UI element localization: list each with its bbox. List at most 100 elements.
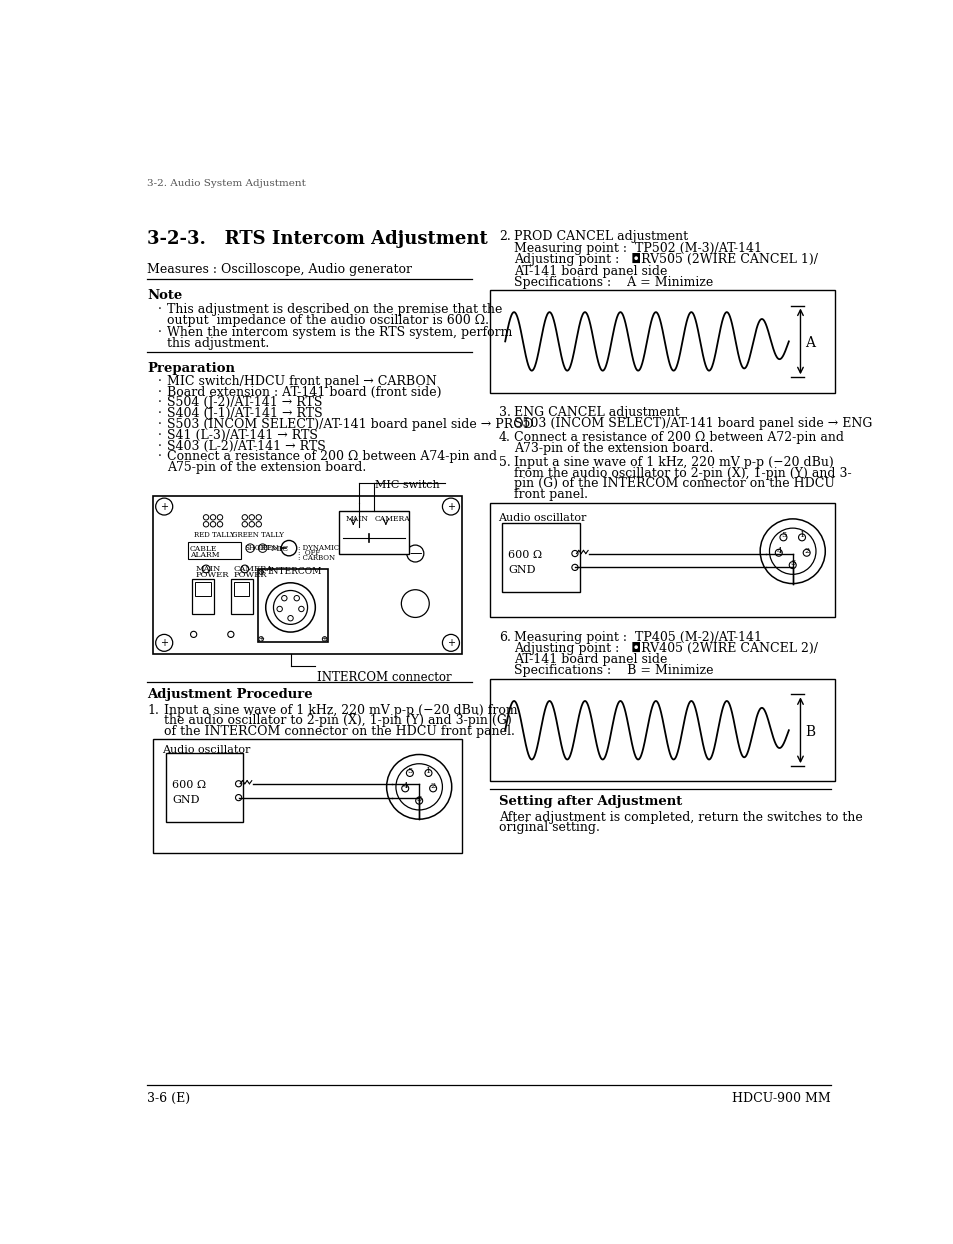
Circle shape bbox=[202, 565, 210, 572]
Circle shape bbox=[203, 515, 209, 520]
Circle shape bbox=[276, 606, 282, 612]
Text: Adjusting point :   ◘RV405 (2WIRE CANCEL 2)/: Adjusting point : ◘RV405 (2WIRE CANCEL 2… bbox=[514, 642, 818, 656]
Circle shape bbox=[235, 795, 241, 801]
Text: 3-2-3.   RTS Intercom Adjustment: 3-2-3. RTS Intercom Adjustment bbox=[147, 230, 487, 248]
Text: 4: 4 bbox=[776, 546, 781, 555]
Text: 3-6 (E): 3-6 (E) bbox=[147, 1092, 190, 1105]
Text: When the intercom system is the RTS system, perform: When the intercom system is the RTS syst… bbox=[167, 326, 512, 340]
Circle shape bbox=[217, 515, 222, 520]
Text: Board extension : AT-141 board (front side): Board extension : AT-141 board (front si… bbox=[167, 386, 441, 398]
Circle shape bbox=[242, 521, 247, 527]
Text: POWER: POWER bbox=[233, 571, 267, 580]
Text: A: A bbox=[804, 336, 814, 351]
Text: MIC: MIC bbox=[270, 545, 289, 554]
Circle shape bbox=[274, 591, 307, 624]
Text: GND: GND bbox=[508, 565, 536, 575]
Text: CABLE: CABLE bbox=[190, 545, 217, 554]
Text: output  impedance of the audio oscillator is 600 Ω.: output impedance of the audio oscillator… bbox=[167, 313, 489, 327]
Text: MAIN: MAIN bbox=[195, 565, 220, 573]
Circle shape bbox=[249, 515, 254, 520]
Circle shape bbox=[401, 785, 408, 792]
Text: Preparation: Preparation bbox=[147, 362, 234, 374]
Text: S503 (INCOM SELECT)/AT-141 board panel side → PROD: S503 (INCOM SELECT)/AT-141 board panel s… bbox=[167, 418, 534, 430]
Circle shape bbox=[294, 596, 299, 601]
Circle shape bbox=[258, 544, 267, 552]
Text: Measuring point :  TP502 (M-3)/AT-141: Measuring point : TP502 (M-3)/AT-141 bbox=[514, 241, 761, 255]
Circle shape bbox=[288, 616, 293, 621]
Text: 1: 1 bbox=[426, 766, 431, 775]
Circle shape bbox=[281, 596, 287, 601]
Text: ·: · bbox=[158, 374, 162, 388]
Text: +: + bbox=[447, 501, 455, 511]
Bar bbox=[192, 578, 213, 613]
Text: 3.: 3. bbox=[498, 407, 511, 419]
Text: 4: 4 bbox=[402, 782, 408, 790]
Text: PROD CANCEL adjustment: PROD CANCEL adjustment bbox=[514, 230, 688, 243]
Text: ·: · bbox=[158, 407, 162, 420]
Text: :  OFF: : OFF bbox=[298, 549, 320, 557]
Bar bbox=[489, 504, 835, 617]
Circle shape bbox=[798, 534, 804, 541]
Text: : DYNAMIC: : DYNAMIC bbox=[298, 544, 339, 551]
Circle shape bbox=[406, 545, 423, 562]
Text: 2.: 2. bbox=[498, 230, 510, 243]
Text: A73-pin of the extension board.: A73-pin of the extension board. bbox=[514, 442, 713, 455]
Circle shape bbox=[442, 498, 459, 515]
Circle shape bbox=[258, 637, 263, 642]
Text: After adjustment is completed, return the switches to the: After adjustment is completed, return th… bbox=[498, 811, 862, 824]
Text: Input a sine wave of 1 kHz, 220 mV p-p (−20 dBu) from: Input a sine wave of 1 kHz, 220 mV p-p (… bbox=[164, 704, 517, 717]
Bar bbox=[188, 542, 241, 559]
Text: 5: 5 bbox=[407, 766, 413, 775]
Text: ·: · bbox=[158, 450, 162, 463]
Circle shape bbox=[424, 770, 432, 776]
Bar bbox=[166, 753, 243, 822]
Bar bbox=[501, 522, 579, 592]
Text: S404 (J-1)/AT-141 → RTS: S404 (J-1)/AT-141 → RTS bbox=[167, 407, 322, 420]
Text: Measures : Oscilloscope, Audio generator: Measures : Oscilloscope, Audio generator bbox=[147, 264, 412, 276]
Circle shape bbox=[255, 515, 261, 520]
Text: Input a sine wave of 1 kHz, 220 mV p-p (−20 dBu): Input a sine wave of 1 kHz, 220 mV p-p (… bbox=[514, 455, 833, 469]
Text: ENG CANCEL adjustment: ENG CANCEL adjustment bbox=[514, 407, 679, 419]
Circle shape bbox=[281, 540, 296, 556]
Text: CAMERA: CAMERA bbox=[233, 565, 274, 573]
Text: +: + bbox=[321, 636, 327, 642]
Text: INTERCOM: INTERCOM bbox=[267, 567, 321, 576]
Text: pin (G) of the INTERCOM connector on the HDCU: pin (G) of the INTERCOM connector on the… bbox=[514, 478, 835, 490]
Text: +: + bbox=[160, 501, 168, 511]
Bar bbox=[339, 511, 409, 554]
Text: S41 (L-3)/AT-141 → RTS: S41 (L-3)/AT-141 → RTS bbox=[167, 429, 318, 442]
Circle shape bbox=[788, 561, 796, 569]
Text: 5: 5 bbox=[781, 531, 785, 539]
Text: this adjustment.: this adjustment. bbox=[167, 337, 270, 350]
Text: —: — bbox=[409, 547, 421, 560]
Text: AT-141 board panel side: AT-141 board panel side bbox=[514, 265, 667, 277]
Circle shape bbox=[235, 781, 241, 787]
Circle shape bbox=[249, 521, 254, 527]
Text: ·: · bbox=[158, 429, 162, 442]
Text: original setting.: original setting. bbox=[498, 821, 599, 835]
Text: ·: · bbox=[158, 439, 162, 453]
Circle shape bbox=[217, 521, 222, 527]
Text: POWER: POWER bbox=[195, 571, 229, 580]
Text: +: + bbox=[447, 638, 455, 648]
Text: Audio oscillator: Audio oscillator bbox=[162, 745, 250, 755]
Circle shape bbox=[241, 565, 249, 572]
Text: 6.: 6. bbox=[498, 631, 511, 644]
Circle shape bbox=[395, 764, 442, 810]
Bar bbox=[231, 578, 253, 613]
Text: Specifications :    A = Minimize: Specifications : A = Minimize bbox=[514, 276, 713, 290]
Circle shape bbox=[386, 755, 452, 820]
Text: 4.: 4. bbox=[498, 432, 511, 444]
Circle shape bbox=[155, 498, 172, 515]
Text: INTERCOM connector: INTERCOM connector bbox=[316, 671, 451, 683]
Circle shape bbox=[203, 521, 209, 527]
Circle shape bbox=[322, 637, 327, 642]
Circle shape bbox=[769, 529, 815, 575]
Text: : CARBON: : CARBON bbox=[298, 555, 335, 562]
Text: of the INTERCOM connector on the HDCU front panel.: of the INTERCOM connector on the HDCU fr… bbox=[164, 725, 515, 738]
Text: 600 Ω: 600 Ω bbox=[508, 550, 542, 560]
Text: +: + bbox=[160, 638, 168, 648]
Text: ·: · bbox=[158, 326, 162, 340]
Circle shape bbox=[760, 519, 824, 583]
Text: 2: 2 bbox=[803, 546, 809, 555]
